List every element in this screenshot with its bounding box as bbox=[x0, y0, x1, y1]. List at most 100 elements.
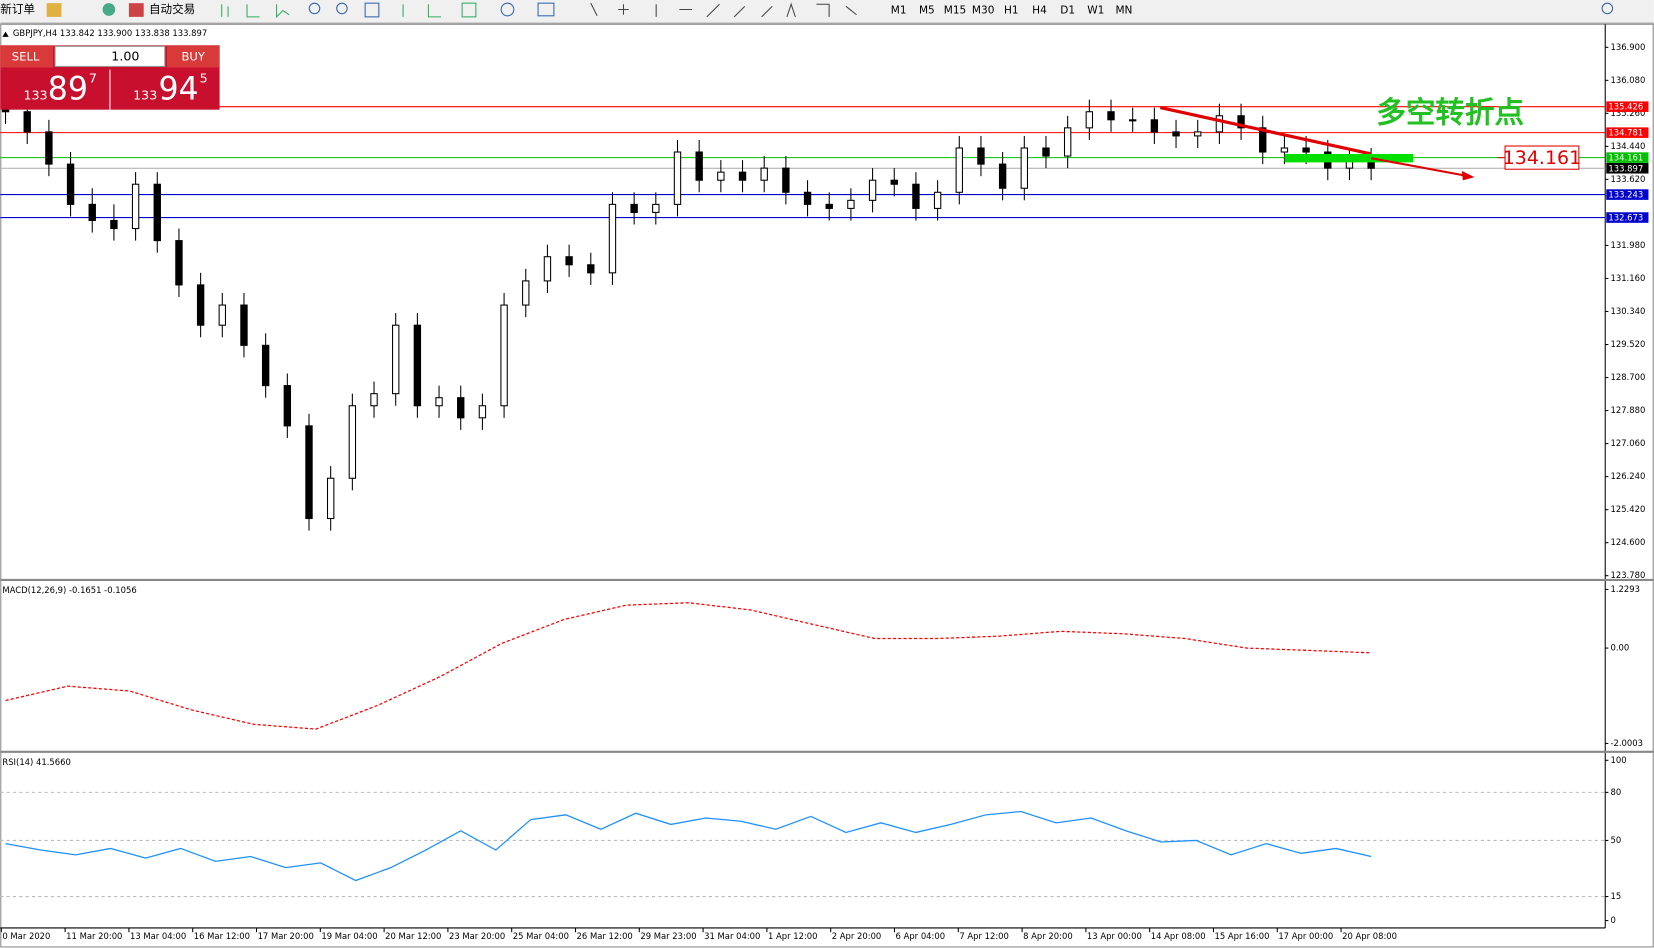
time-label: 13 Mar 04:00 bbox=[130, 931, 186, 941]
y-tick-label: 126.240 bbox=[1610, 471, 1645, 481]
search-icon[interactable] bbox=[1601, 2, 1614, 15]
candle-body bbox=[1085, 111, 1094, 129]
candle-body bbox=[435, 397, 443, 407]
time-label: 16 Mar 12:00 bbox=[194, 931, 250, 941]
tile-icon[interactable] bbox=[364, 2, 380, 18]
buy-price-main[interactable]: 94 bbox=[158, 72, 198, 108]
level-label-box bbox=[1606, 101, 1649, 112]
zoom-in[interactable] bbox=[308, 2, 321, 15]
arrow-head bbox=[1461, 170, 1475, 181]
buy-price-small[interactable]: 5 bbox=[200, 71, 208, 86]
timeframe-button[interactable]: MN bbox=[1115, 5, 1132, 17]
auto-trading-button[interactable]: 自动交易 bbox=[149, 2, 195, 16]
timeframe-button[interactable]: M15 bbox=[944, 5, 967, 17]
candle-body bbox=[1042, 147, 1050, 157]
annotation: 多空转折点 bbox=[1376, 95, 1524, 129]
y-tick-label: 1.2293 bbox=[1610, 584, 1639, 594]
lots-input[interactable] bbox=[54, 45, 166, 67]
candle-body bbox=[500, 304, 508, 407]
indicator-line bbox=[5, 602, 1372, 730]
buy-label[interactable]: BUY bbox=[181, 49, 205, 63]
auto-trading-icon[interactable] bbox=[128, 3, 144, 17]
toolbar bbox=[0, 0, 1654, 24]
candle-body bbox=[717, 171, 725, 181]
timeframe-button[interactable]: H1 bbox=[1004, 5, 1019, 17]
templates-icon[interactable] bbox=[537, 2, 555, 17]
time-label: 0 Mar 2020 bbox=[2, 931, 50, 941]
candle-body bbox=[522, 280, 530, 306]
trend-line bbox=[1159, 106, 1372, 156]
candle-body bbox=[478, 405, 487, 419]
candle-body bbox=[88, 203, 96, 222]
candle-body bbox=[998, 163, 1007, 189]
lots-value[interactable]: 1.00 bbox=[111, 48, 139, 63]
sell-price-small[interactable]: 7 bbox=[89, 71, 97, 86]
icon[interactable] bbox=[102, 3, 116, 16]
sell-price-big[interactable]: 133 bbox=[23, 87, 47, 102]
y-tick-label: 134.440 bbox=[1610, 141, 1645, 151]
zoom-out[interactable] bbox=[336, 2, 348, 15]
buy-button[interactable] bbox=[166, 45, 220, 68]
y-tick-label: 133.620 bbox=[1610, 174, 1645, 184]
level-label-box bbox=[1606, 212, 1649, 223]
y-tick-label: 136.900 bbox=[1610, 42, 1645, 52]
candle-body bbox=[630, 203, 638, 213]
level-label-box bbox=[1606, 127, 1649, 138]
indicator-line bbox=[5, 810, 1372, 882]
indicator-title: RSI(14) 41.5660 bbox=[2, 757, 70, 767]
y-tick-label: 127.060 bbox=[1610, 438, 1645, 448]
candle-body bbox=[608, 203, 617, 274]
time-label: 13 Apr 00:00 bbox=[1087, 931, 1142, 941]
timeframe-button[interactable]: W1 bbox=[1087, 5, 1104, 17]
timeframe-button[interactable]: D1 bbox=[1060, 5, 1075, 17]
buy-price-big[interactable]: 133 bbox=[133, 87, 157, 102]
sell-price-main[interactable]: 89 bbox=[48, 72, 88, 108]
time-label: 6 Apr 04:00 bbox=[896, 931, 946, 941]
y-tick-label: 50 bbox=[1610, 835, 1621, 845]
new-order-button[interactable]: 新订单 bbox=[0, 2, 35, 16]
y-tick-label: 129.520 bbox=[1610, 339, 1645, 349]
level-label-box bbox=[1606, 152, 1649, 163]
timeframes: M1 M5 M15 M30 H1 H4 D1 W1 MN bbox=[891, 5, 1133, 17]
candle-body bbox=[587, 264, 595, 274]
time-label: 26 Mar 12:00 bbox=[577, 931, 633, 941]
macd-pane: 1.2293 0.00 -2.0003 MACD(12,26,9) -0.1651 -… bbox=[2, 584, 1643, 748]
candle-body bbox=[326, 477, 335, 520]
scroll-icons[interactable] bbox=[402, 4, 442, 18]
symbol-marker bbox=[2, 31, 9, 37]
y-tick-label: -2.0003 bbox=[1610, 738, 1643, 748]
chart-type-icons[interactable] bbox=[221, 4, 290, 19]
candle-body bbox=[305, 425, 313, 520]
candle-body bbox=[218, 304, 226, 326]
y-tick-label: 130.340 bbox=[1610, 306, 1645, 316]
level-label-box bbox=[1606, 162, 1649, 174]
candle-body bbox=[66, 163, 75, 205]
timeframe-button[interactable]: H4 bbox=[1032, 5, 1047, 17]
time-label: 1 Apr 12:00 bbox=[768, 931, 818, 941]
periods-icon[interactable] bbox=[500, 2, 515, 17]
indicators-icon[interactable] bbox=[461, 2, 477, 18]
chart-frame bbox=[0, 23, 1654, 948]
candle-body bbox=[175, 240, 183, 286]
time-label: 17 Mar 20:00 bbox=[258, 931, 314, 941]
candle-body bbox=[782, 167, 790, 193]
candle-body bbox=[543, 256, 552, 282]
timeframe-button[interactable]: M30 bbox=[972, 5, 995, 17]
candle-body bbox=[847, 199, 855, 209]
candle-body bbox=[348, 405, 357, 479]
candle-body bbox=[392, 324, 400, 395]
time-label: 15 Apr 16:00 bbox=[1215, 931, 1270, 941]
sell-button[interactable] bbox=[0, 45, 53, 68]
indicator-title: MACD(12,26,9) -0.1651 -0.1056 bbox=[2, 585, 136, 595]
icon[interactable] bbox=[46, 3, 62, 17]
time-label: 17 Apr 00:00 bbox=[1278, 931, 1333, 941]
y-tick-label: 131.160 bbox=[1610, 273, 1645, 283]
candle-body bbox=[977, 147, 985, 165]
drawing-tools[interactable] bbox=[590, 2, 857, 18]
candle-body bbox=[153, 183, 161, 242]
sell-label[interactable]: SELL bbox=[12, 49, 40, 63]
timeframe-button[interactable]: M5 bbox=[919, 5, 935, 17]
y-tick-label: 128.700 bbox=[1610, 372, 1645, 382]
timeframe-button[interactable]: M1 bbox=[891, 5, 907, 17]
time-label: 25 Mar 04:00 bbox=[513, 931, 569, 941]
